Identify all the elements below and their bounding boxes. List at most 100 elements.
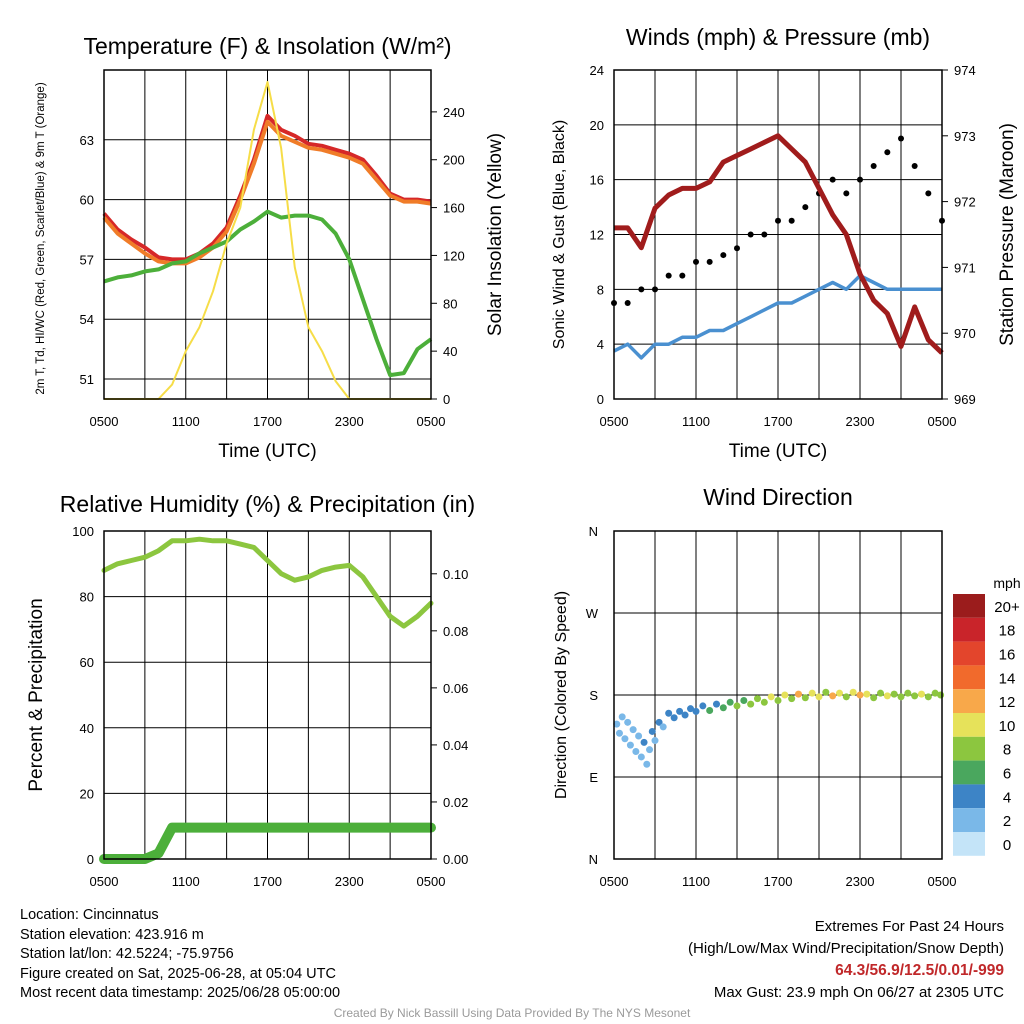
gust-point [775, 217, 781, 224]
gust-point [665, 272, 672, 279]
direction-point [924, 693, 932, 701]
x-tick-label: 0500 [90, 414, 119, 429]
y-tick-label: 0 [597, 392, 604, 407]
series-line-0 [102, 113, 432, 262]
y2-tick-label: 970 [954, 326, 976, 341]
direction-point [918, 690, 925, 698]
direction-point [937, 691, 945, 699]
y-tick-label: 20 [80, 786, 94, 801]
meteogram-figure: 0500 1100 1700 2300 0500 Temperature (F) & In… [26, 24, 1021, 889]
series-line-0 [101, 536, 434, 629]
y-tick-label: 57 [80, 252, 94, 267]
direction-point [626, 741, 634, 749]
y2-tick-label: 120 [443, 248, 465, 263]
series-line-2 [103, 209, 433, 378]
gust-point [747, 231, 754, 238]
direction-point [801, 694, 809, 702]
direction-point [890, 690, 898, 698]
y2-tick-label: 971 [954, 260, 976, 275]
legend-title: mph [993, 575, 1020, 591]
plot-frame [103, 530, 432, 860]
x-tick-label: 1700 [764, 414, 793, 429]
legend-label: 4 [1003, 789, 1011, 806]
y-tick-label: 0 [87, 852, 94, 867]
x-tick-label: 0500 [600, 874, 629, 889]
direction-point [849, 688, 857, 696]
panel-humidity: 0500 1100 1700 2300 0500 Relative Humidity (%… [26, 491, 475, 889]
gust-point [679, 272, 686, 279]
direction-point [618, 713, 626, 721]
y-axis-label: Sonic Wind & Gust (Blue, Black) [551, 120, 568, 349]
x-tick-label: 1100 [172, 414, 200, 429]
direction-point [646, 746, 654, 754]
speed-legend: mph 20+ 18 16 14 12 10 8 6 4 2 0 [953, 575, 1021, 856]
gust-point [925, 190, 932, 197]
direction-point [836, 689, 843, 697]
x-tick-label: 2300 [335, 874, 364, 889]
legend-swatch [953, 689, 985, 713]
y-tick-label: 8 [597, 282, 604, 297]
x-tick-label: 0500 [417, 414, 446, 429]
station-location: Location: Cincinnatus [20, 907, 159, 923]
extremes-values: 64.3/56.9/12.5/0.01/-999 [835, 962, 1004, 979]
gust-point [624, 300, 631, 307]
legend-swatch [953, 617, 985, 642]
gust-point [734, 245, 740, 252]
gust-point [911, 162, 918, 169]
direction-point [719, 704, 727, 712]
direction-point [726, 698, 734, 706]
y-tick-label: 63 [80, 133, 94, 148]
y-tick-label: 51 [80, 372, 94, 387]
y-tick-label: 12 [590, 228, 604, 243]
gust-point [761, 231, 768, 238]
legend-swatch [953, 641, 985, 666]
direction-point [808, 689, 816, 697]
panel-winds: 0500 1100 1700 2300 0500 Winds (mph) & Pressu… [551, 24, 1018, 462]
legend-label: 0 [1003, 837, 1011, 854]
credit-line: Created By Nick Bassill Using Data Provi… [333, 1006, 691, 1020]
y2-tick-label: 0.06 [443, 681, 468, 696]
extremes-box: Extremes For Past 24 Hours (High/Low/Max… [688, 916, 1004, 1004]
gust-point [829, 176, 836, 183]
y2-tick-label: 972 [954, 195, 976, 210]
direction-point [733, 702, 741, 710]
max-gust: Max Gust: 23.9 mph On 06/27 at 2305 UTC [713, 984, 1004, 1001]
direction-point [863, 690, 871, 698]
y2-tick-label: 969 [954, 392, 976, 407]
chart-title: Wind Direction [703, 484, 853, 510]
direction-point [774, 696, 782, 704]
gust-point [652, 286, 658, 293]
x-tick-label: 0500 [600, 414, 629, 429]
y2-tick-label: 0.04 [443, 738, 468, 753]
y2-tick-label: 0 [443, 392, 450, 407]
legend-swatch [953, 713, 985, 737]
direction-point [637, 753, 645, 761]
gust-point [884, 149, 891, 156]
gust-point [898, 135, 904, 142]
y-axis-label: Percent & Precipitation [26, 598, 47, 791]
y-tick-label: 20 [590, 118, 604, 133]
legend-label: 20+ [994, 599, 1020, 616]
x-tick-label: 0500 [417, 874, 446, 889]
x-tick-label: 1100 [172, 874, 200, 889]
legend-label: 10 [999, 718, 1016, 735]
direction-point [670, 714, 678, 722]
y-tick-label: 60 [80, 193, 94, 208]
direction-point [632, 747, 640, 755]
series-line-1 [99, 822, 436, 864]
station-info: Location: Cincinnatus Station elevation:… [20, 906, 340, 1004]
direction-point [640, 738, 648, 746]
y-tick-label: 54 [80, 312, 94, 327]
y-tick-label: 100 [72, 524, 94, 539]
y-tick-label: 60 [80, 655, 94, 670]
direction-point [747, 700, 755, 708]
legend-label: 16 [999, 647, 1016, 664]
plot-frame [103, 69, 432, 400]
legend-label: 18 [999, 623, 1016, 640]
direction-point [829, 692, 837, 700]
legend-swatch [953, 784, 985, 809]
legend-swatch [953, 736, 985, 761]
x-tick-label: 1100 [682, 414, 710, 429]
x-tick-label: 1100 [682, 874, 710, 889]
direction-point [655, 718, 663, 726]
